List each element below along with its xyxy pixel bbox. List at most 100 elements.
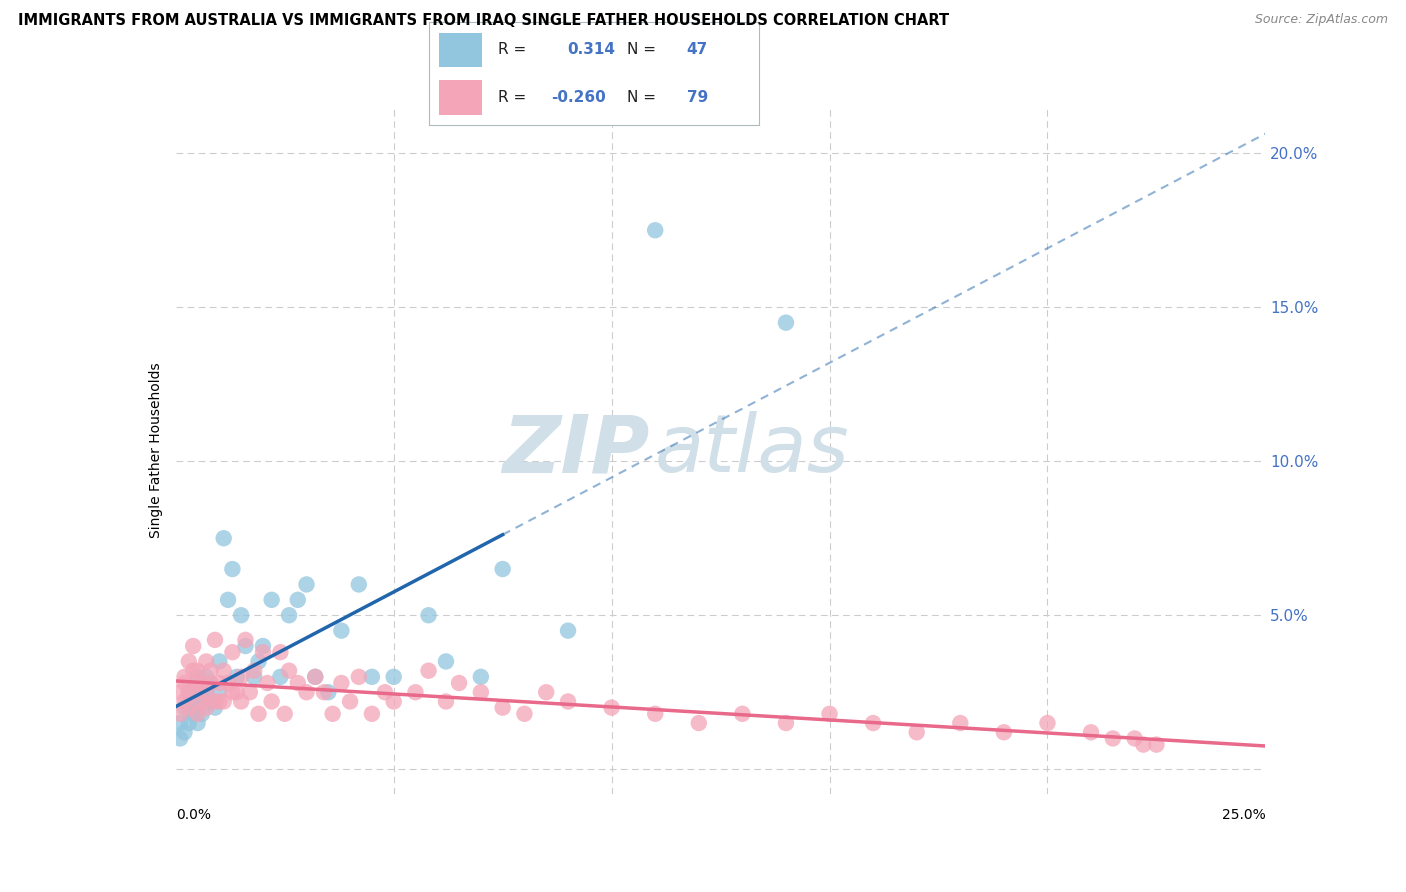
Point	[862, 716, 884, 731]
Point	[304, 670, 326, 684]
Point	[295, 685, 318, 699]
Point	[181, 664, 204, 678]
Point	[191, 706, 214, 721]
Point	[492, 700, 515, 714]
Point	[1132, 738, 1154, 752]
Point	[274, 706, 297, 721]
Point	[243, 670, 266, 684]
Point	[173, 725, 195, 739]
Point	[217, 592, 239, 607]
Point	[775, 716, 797, 731]
Point	[470, 685, 492, 699]
Point	[186, 664, 209, 678]
Point	[434, 655, 457, 669]
FancyBboxPatch shape	[439, 32, 482, 68]
Point	[191, 676, 214, 690]
Point	[169, 685, 191, 699]
Text: R =: R =	[498, 90, 531, 104]
Point	[204, 700, 226, 714]
Point	[177, 700, 200, 714]
Point	[492, 562, 515, 576]
Point	[1080, 725, 1102, 739]
Point	[269, 645, 291, 659]
Point	[195, 655, 218, 669]
Text: IMMIGRANTS FROM AUSTRALIA VS IMMIGRANTS FROM IRAQ SINGLE FATHER HOUSEHOLDS CORRE: IMMIGRANTS FROM AUSTRALIA VS IMMIGRANTS …	[18, 13, 949, 29]
Text: 79: 79	[686, 90, 707, 104]
Point	[177, 685, 200, 699]
Text: R =: R =	[498, 43, 531, 57]
Point	[1036, 716, 1059, 731]
Point	[993, 725, 1015, 739]
Point	[360, 706, 382, 721]
Point	[1144, 738, 1167, 752]
Point	[905, 725, 928, 739]
Point	[322, 706, 344, 721]
Point	[204, 632, 226, 647]
Text: atlas: atlas	[655, 411, 851, 490]
Point	[195, 700, 218, 714]
Point	[347, 670, 370, 684]
Point	[208, 694, 231, 708]
Point	[278, 664, 301, 678]
Point	[447, 676, 470, 690]
Point	[256, 676, 278, 690]
Point	[212, 694, 235, 708]
Point	[177, 716, 200, 731]
Point	[181, 639, 204, 653]
Point	[186, 700, 209, 714]
Text: ZIP: ZIP	[502, 411, 650, 490]
Point	[221, 685, 243, 699]
Point	[688, 716, 710, 731]
Point	[382, 694, 405, 708]
Point	[775, 316, 797, 330]
Point	[644, 223, 666, 237]
Text: Source: ZipAtlas.com: Source: ZipAtlas.com	[1254, 13, 1388, 27]
Point	[731, 706, 754, 721]
Point	[200, 676, 222, 690]
Text: N =: N =	[627, 43, 661, 57]
Point	[186, 706, 209, 721]
Point	[252, 645, 274, 659]
Point	[287, 592, 309, 607]
Point	[304, 670, 326, 684]
Point	[418, 664, 440, 678]
Point	[470, 670, 492, 684]
Point	[181, 706, 204, 721]
Point	[217, 676, 239, 690]
Point	[204, 694, 226, 708]
Point	[169, 716, 191, 731]
Point	[195, 670, 218, 684]
Text: 47: 47	[686, 43, 707, 57]
Point	[231, 670, 253, 684]
Point	[225, 685, 247, 699]
Point	[374, 685, 396, 699]
Point	[173, 700, 195, 714]
Point	[949, 716, 972, 731]
Point	[405, 685, 427, 699]
Point	[173, 694, 195, 708]
Point	[169, 706, 191, 721]
Point	[318, 685, 340, 699]
Point	[513, 706, 536, 721]
Text: 25.0%: 25.0%	[1222, 808, 1265, 822]
Point	[200, 664, 222, 678]
Point	[557, 624, 579, 638]
Point	[195, 685, 218, 699]
Point	[534, 685, 557, 699]
Point	[225, 670, 247, 684]
Point	[269, 670, 291, 684]
Point	[186, 676, 209, 690]
FancyBboxPatch shape	[439, 79, 482, 114]
Point	[312, 685, 335, 699]
Point	[186, 670, 209, 684]
Point	[212, 664, 235, 678]
Point	[173, 670, 195, 684]
Point	[252, 639, 274, 653]
Point	[212, 531, 235, 545]
Point	[195, 685, 218, 699]
Point	[247, 706, 270, 721]
Point	[208, 676, 231, 690]
Point	[169, 731, 191, 746]
Point	[239, 685, 262, 699]
Point	[235, 639, 257, 653]
